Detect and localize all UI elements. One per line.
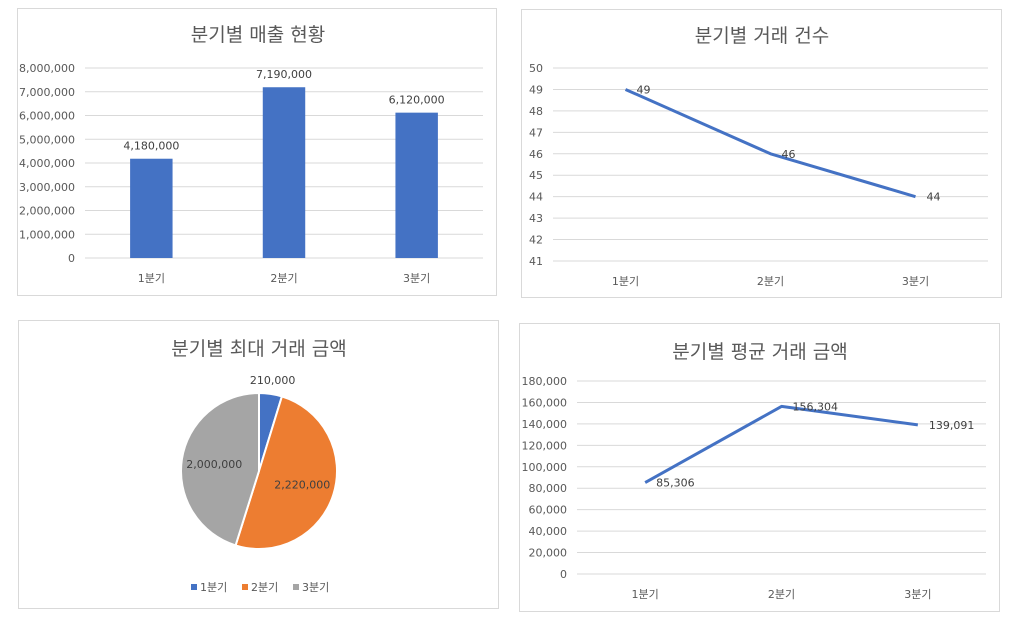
y-tick-label: 60,000 xyxy=(529,504,568,517)
y-tick-label: 5,000,000 xyxy=(19,133,75,146)
y-tick-label: 42 xyxy=(529,234,543,247)
data-label: 49 xyxy=(637,83,651,96)
x-tick-label: 1분기 xyxy=(138,272,165,285)
max-amount-chart-panel: 분기별 최대 거래 금액 210,000 2,220,000 2,000,000 1분… xyxy=(18,320,499,609)
pie-slice xyxy=(234,395,339,550)
y-tick-label: 20,000 xyxy=(529,547,568,560)
x-tick-label: 2분기 xyxy=(757,275,784,288)
bar xyxy=(395,112,438,259)
bar xyxy=(130,158,173,258)
y-tick-label: 41 xyxy=(529,255,543,268)
series-line xyxy=(624,88,916,199)
data-label: 156,304 xyxy=(793,400,839,413)
pie-slice xyxy=(180,391,260,547)
legend-label: 2분기 xyxy=(251,581,278,594)
x-tick-label: 3분기 xyxy=(403,272,430,285)
y-tick-label: 100,000 xyxy=(522,461,568,474)
bar xyxy=(262,87,306,258)
data-label: 6,120,000 xyxy=(389,94,445,107)
y-tick-label: 3,000,000 xyxy=(19,181,75,194)
y-tick-label: 8,000,000 xyxy=(19,62,75,75)
y-tick-label: 180,000 xyxy=(522,375,568,388)
x-tick-label: 1분기 xyxy=(612,275,639,288)
chart-title: 분기별 최대 거래 금액 xyxy=(171,338,346,360)
x-tick-label: 2분기 xyxy=(270,272,297,285)
y-tick-label: 140,000 xyxy=(522,418,568,431)
chart-title: 분기별 매출 현황 xyxy=(191,24,325,46)
y-tick-label: 2,000,000 xyxy=(19,205,75,218)
x-tick-label: 2분기 xyxy=(768,588,795,601)
y-tick-label: 47 xyxy=(529,126,543,139)
y-tick-label: 0 xyxy=(68,252,75,265)
x-tick-label: 3분기 xyxy=(902,275,929,288)
x-tick-label: 1분기 xyxy=(632,588,659,601)
data-label: 139,091 xyxy=(929,419,975,432)
y-tick-label: 43 xyxy=(529,212,543,225)
data-label: 2,220,000 xyxy=(274,478,330,491)
data-label: 46 xyxy=(782,148,796,161)
transaction-count-chart-panel: 분기별 거래 건수 41 42 43 44 45 46 47 48 49 50 1분기 2분기 3분기 4… xyxy=(521,9,1002,298)
legend-swatch xyxy=(293,584,299,590)
data-label: 4,180,000 xyxy=(123,140,179,153)
data-label: 210,000 xyxy=(250,374,296,387)
y-tick-label: 49 xyxy=(529,83,543,96)
y-tick-label: 1,000,000 xyxy=(19,228,75,241)
legend-label: 3분기 xyxy=(302,581,329,594)
y-tick-label: 80,000 xyxy=(529,482,568,495)
y-tick-label: 0 xyxy=(560,568,567,581)
y-tick-label: 45 xyxy=(529,169,543,182)
avg-amount-chart-panel: 분기별 평균 거래 금액 0 20,000 40,000 60,000 80,000 10… xyxy=(519,323,1000,612)
avg-amount-line-chart: 분기별 평균 거래 금액 0 20,000 40,000 60,000 80,000 10… xyxy=(522,341,986,601)
sales-chart-panel: 분기별 매출 현황 0 1,000,000 2,000,000 3,000,000 4,… xyxy=(17,8,497,296)
chart-title: 분기별 평균 거래 금액 xyxy=(672,341,847,363)
y-tick-label: 48 xyxy=(529,105,543,118)
y-tick-label: 120,000 xyxy=(522,439,568,452)
data-label: 7,190,000 xyxy=(256,68,312,81)
y-tick-label: 6,000,000 xyxy=(19,110,75,123)
legend-label: 1분기 xyxy=(200,581,227,594)
x-tick-label: 3분기 xyxy=(904,588,931,601)
max-amount-pie-chart: 분기별 최대 거래 금액 210,000 2,220,000 2,000,000 1분… xyxy=(171,338,346,594)
data-label: 44 xyxy=(927,191,941,204)
sales-bar-chart: 분기별 매출 현황 0 1,000,000 2,000,000 3,000,000 4,… xyxy=(19,24,483,285)
y-tick-label: 160,000 xyxy=(522,396,568,409)
transaction-count-line-chart: 분기별 거래 건수 41 42 43 44 45 46 47 48 49 50 1분기 2분기 3분기 4… xyxy=(529,25,988,288)
y-tick-label: 7,000,000 xyxy=(19,86,75,99)
legend-swatch xyxy=(191,584,197,590)
y-tick-label: 40,000 xyxy=(529,525,568,538)
y-tick-label: 44 xyxy=(529,191,543,204)
legend-swatch xyxy=(242,584,248,590)
y-tick-label: 4,000,000 xyxy=(19,157,75,170)
data-label: 2,000,000 xyxy=(186,458,242,471)
y-tick-label: 50 xyxy=(529,62,543,75)
data-label: 85,306 xyxy=(656,477,695,490)
chart-title: 분기별 거래 건수 xyxy=(695,25,829,47)
y-tick-label: 46 xyxy=(529,148,543,161)
series-line xyxy=(644,404,919,484)
